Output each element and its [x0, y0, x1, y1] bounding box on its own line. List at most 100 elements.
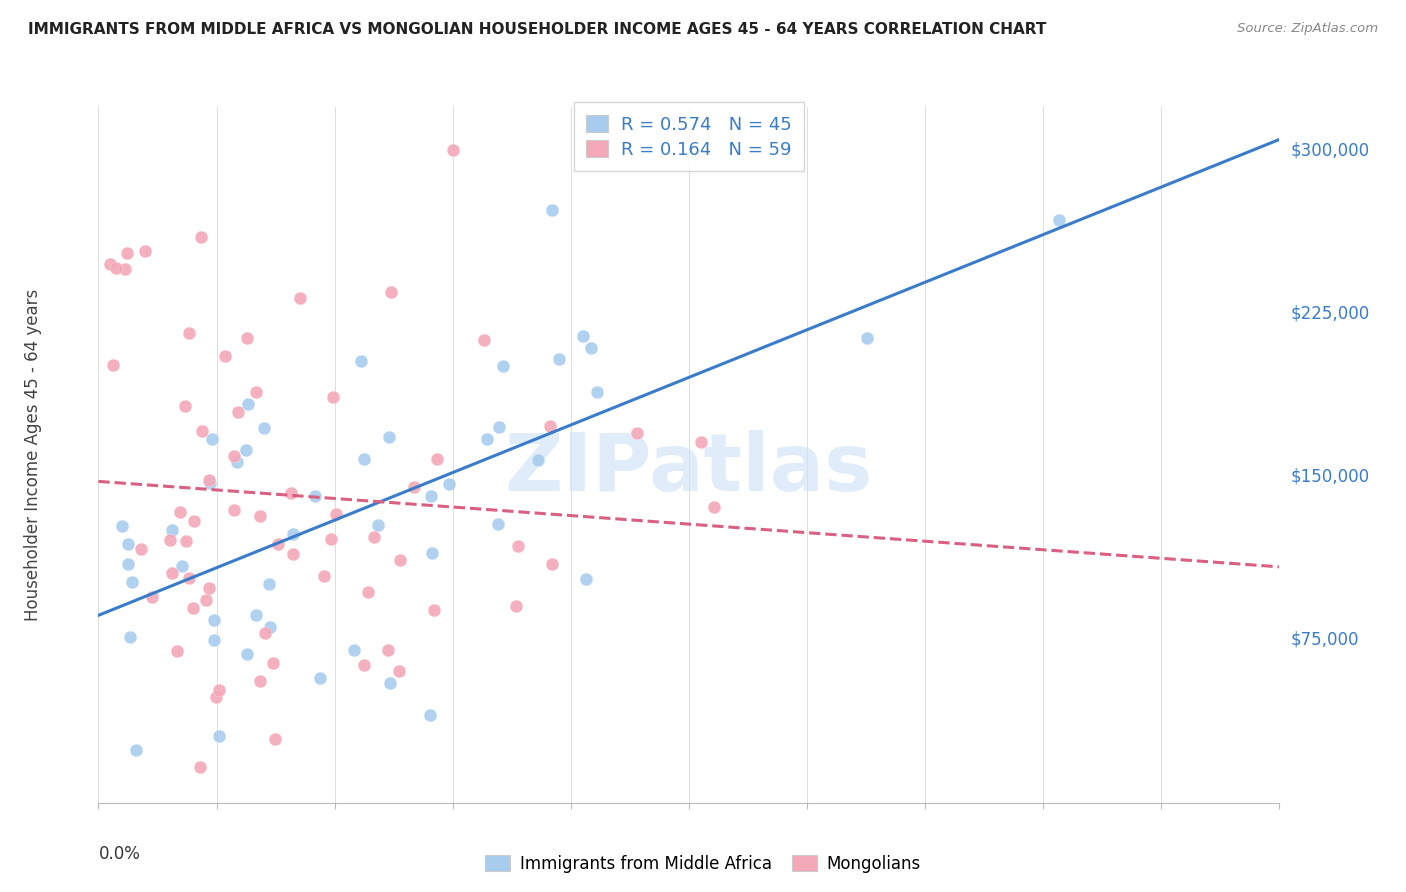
Point	[281, 527, 304, 541]
Point	[281, 547, 304, 561]
Point	[202, 633, 225, 648]
Point	[191, 424, 214, 438]
Point	[378, 676, 401, 690]
Point	[201, 433, 224, 447]
Point	[115, 246, 138, 260]
Point	[226, 455, 249, 469]
Point	[439, 477, 461, 491]
Point	[266, 537, 288, 551]
Point	[166, 643, 188, 657]
Point	[236, 331, 259, 345]
Point	[586, 385, 609, 400]
Point	[190, 230, 212, 244]
Point	[419, 708, 441, 723]
Point	[159, 533, 181, 548]
Text: ZIPatlas: ZIPatlas	[505, 430, 873, 508]
Point	[228, 405, 250, 419]
Point	[160, 566, 183, 580]
Point	[173, 399, 195, 413]
Point	[538, 418, 561, 433]
Text: $150,000: $150,000	[1291, 467, 1369, 485]
Point	[236, 647, 259, 661]
Point	[304, 489, 326, 503]
Point	[526, 453, 548, 467]
Point	[486, 516, 509, 531]
Point	[314, 569, 336, 583]
Point	[118, 630, 141, 644]
Point	[174, 534, 197, 549]
Text: 0.0%: 0.0%	[98, 845, 141, 863]
Point	[357, 584, 380, 599]
Point	[322, 390, 344, 404]
Point	[350, 354, 373, 368]
Point	[253, 625, 276, 640]
Point	[492, 359, 515, 373]
Point	[380, 285, 402, 300]
Point	[541, 558, 564, 572]
Point	[419, 489, 441, 503]
Point	[288, 291, 311, 305]
Point	[547, 351, 569, 366]
Point	[441, 143, 464, 157]
Point	[472, 333, 495, 347]
Point	[160, 523, 183, 537]
Point	[249, 509, 271, 524]
Point	[245, 607, 267, 622]
Point	[508, 539, 530, 553]
Point	[626, 426, 648, 441]
Point	[188, 759, 211, 773]
Legend: Immigrants from Middle Africa, Mongolians: Immigrants from Middle Africa, Mongolian…	[478, 848, 928, 880]
Text: $300,000: $300,000	[1291, 142, 1369, 160]
Point	[169, 505, 191, 519]
Point	[181, 601, 204, 615]
Point	[262, 657, 284, 671]
Point	[198, 581, 221, 595]
Point	[426, 452, 449, 467]
Point	[208, 729, 231, 743]
Point	[703, 500, 725, 514]
Text: Householder Income Ages 45 - 64 years: Householder Income Ages 45 - 64 years	[24, 289, 42, 621]
Point	[125, 743, 148, 757]
Text: Source: ZipAtlas.com: Source: ZipAtlas.com	[1237, 22, 1378, 36]
Point	[264, 731, 287, 746]
Point	[367, 517, 389, 532]
Point	[575, 572, 598, 586]
Point	[388, 553, 411, 567]
Point	[280, 486, 302, 500]
Point	[205, 690, 228, 704]
Point	[235, 442, 257, 457]
Point	[114, 262, 136, 277]
Point	[855, 331, 877, 345]
Point	[194, 593, 217, 607]
Point	[488, 420, 510, 434]
Point	[378, 430, 401, 444]
Point	[197, 473, 219, 487]
Point	[343, 643, 366, 657]
Point	[689, 434, 711, 449]
Point	[183, 515, 205, 529]
Point	[141, 591, 163, 605]
Point	[387, 665, 409, 679]
Point	[177, 326, 200, 340]
Point	[179, 571, 201, 585]
Point	[353, 658, 375, 673]
Point	[319, 532, 342, 546]
Point	[104, 260, 127, 275]
Point	[325, 508, 347, 522]
Text: $225,000: $225,000	[1291, 304, 1369, 323]
Point	[475, 433, 498, 447]
Point	[363, 530, 385, 544]
Point	[402, 480, 425, 494]
Point	[224, 449, 246, 463]
Point	[121, 574, 143, 589]
Point	[505, 599, 527, 613]
Point	[541, 202, 564, 217]
Point	[420, 545, 443, 559]
Text: IMMIGRANTS FROM MIDDLE AFRICA VS MONGOLIAN HOUSEHOLDER INCOME AGES 45 - 64 YEARS: IMMIGRANTS FROM MIDDLE AFRICA VS MONGOLI…	[28, 22, 1046, 37]
Point	[202, 614, 225, 628]
Point	[308, 671, 330, 685]
Point	[249, 674, 271, 689]
Point	[236, 396, 259, 410]
Point	[423, 603, 446, 617]
Point	[1047, 213, 1070, 227]
